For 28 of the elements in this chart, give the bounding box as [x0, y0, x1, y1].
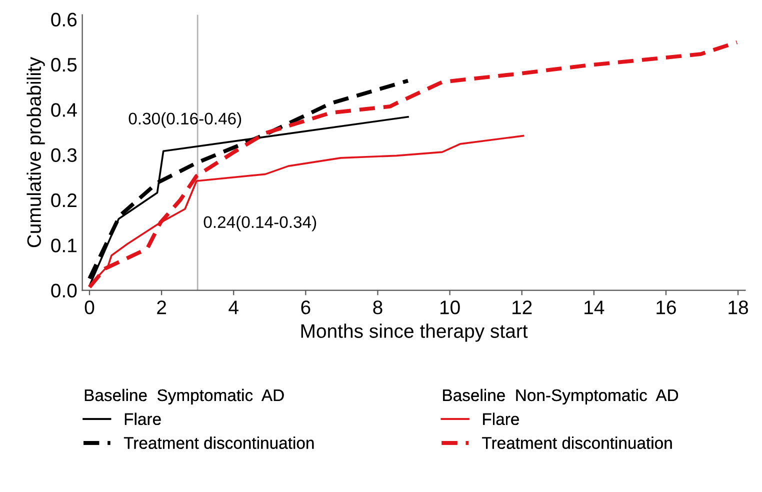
- x-tick-label: 10: [440, 300, 460, 314]
- y-tick-label: 0.4: [51, 103, 77, 117]
- x-tick-label: 8: [373, 300, 382, 314]
- x-tick-label: 18: [728, 300, 748, 314]
- legend-label: Treatment discontinuation: [124, 436, 314, 449]
- x-tick-label: 4: [228, 300, 238, 314]
- x-tick-label: 14: [584, 300, 604, 314]
- line-series: [88, 78, 410, 280]
- legend-label: Treatment discontinuation: [482, 436, 672, 449]
- legend-label: Flare: [483, 412, 519, 426]
- y-axis-title: Cumulative probability: [26, 56, 45, 248]
- x-tick-label: 0: [84, 300, 94, 314]
- y-tick-label: 0.5: [51, 58, 77, 72]
- legend-label: Flare: [124, 412, 161, 426]
- x-tick-label: 12: [512, 300, 532, 314]
- y-tick-label: 0.2: [51, 193, 76, 208]
- y-tick-label: 0.6: [51, 12, 77, 27]
- y-tick-label: 0.3: [51, 148, 77, 162]
- annotation: 0.30(0.16-0.46): [128, 112, 242, 128]
- x-axis-title: Months since therapy start: [301, 324, 528, 342]
- y-tick-label: 0.1: [51, 238, 76, 252]
- x-tick-label: 16: [656, 300, 676, 314]
- text: Baseline Non-Symptomatic AD: [443, 388, 678, 404]
- annotation: 0.24(0.14-0.34): [204, 216, 316, 232]
- text: Baseline Symptomatic AD: [84, 388, 284, 404]
- x-tick-label: 2: [157, 300, 166, 314]
- x-tick-label: 6: [301, 300, 310, 314]
- y-tick-label: 0.0: [51, 284, 77, 298]
